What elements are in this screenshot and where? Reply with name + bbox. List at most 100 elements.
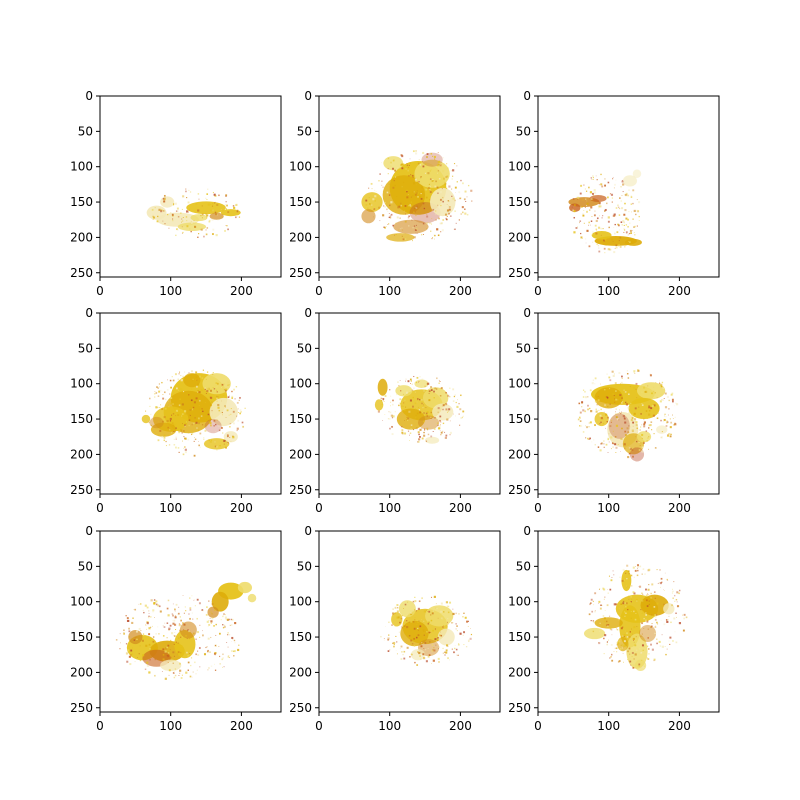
echo-pixel — [655, 382, 657, 384]
echo-pixel — [427, 429, 429, 431]
echo-pixel — [162, 420, 164, 422]
echo-pixel — [433, 390, 435, 393]
echo-pixel — [643, 421, 646, 424]
echo-pixel — [595, 408, 597, 411]
echo-pixel — [161, 671, 163, 672]
echo-pixel — [656, 602, 659, 605]
echo-pixel — [670, 433, 672, 436]
echo-pixel — [384, 206, 386, 208]
echo-pixel — [386, 191, 389, 194]
echo-pixel — [598, 600, 601, 603]
echo-pixel — [146, 622, 149, 625]
y-tick-label: 100 — [508, 377, 531, 391]
echo-pixel — [644, 640, 646, 642]
echo-pixel — [387, 418, 390, 420]
echo-pixel — [174, 674, 177, 677]
echo-pixel — [186, 197, 188, 199]
echo-pixel — [187, 669, 189, 671]
echo-blob — [634, 659, 647, 671]
echo-pixel — [654, 618, 657, 621]
image-area — [100, 96, 281, 277]
echo-pixel — [205, 378, 207, 380]
echo-pixel — [193, 409, 194, 411]
echo-pixel — [598, 208, 600, 209]
echo-pixel — [656, 417, 659, 420]
echo-pixel — [633, 226, 635, 228]
echo-pixel — [194, 661, 196, 664]
echo-pixel — [638, 586, 640, 588]
echo-pixel — [207, 649, 209, 652]
echo-pixel — [616, 651, 618, 653]
echo-pixel — [208, 420, 211, 423]
echo-pixel — [638, 201, 641, 204]
echo-pixel — [209, 421, 212, 425]
echo-pixel — [623, 633, 626, 636]
echo-pixel — [455, 612, 457, 615]
echo-pixel — [647, 637, 649, 639]
echo-pixel — [445, 408, 448, 411]
echo-pixel — [619, 246, 622, 248]
echo-pixel — [433, 234, 435, 236]
echo-pixel — [416, 397, 419, 400]
echo-pixel — [189, 228, 191, 230]
echo-pixel — [618, 246, 620, 247]
echo-pixel — [215, 385, 218, 388]
echo-pixel — [416, 376, 419, 379]
echo-blob — [621, 569, 632, 592]
echo-pixel — [676, 605, 679, 608]
echo-pixel — [610, 421, 612, 423]
echo-pixel — [412, 227, 414, 229]
echo-pixel — [665, 425, 668, 427]
echo-pixel — [415, 610, 417, 612]
echo-pixel — [659, 380, 660, 382]
echo-pixel — [416, 192, 418, 194]
echo-pixel — [187, 372, 189, 374]
echo-pixel — [373, 216, 374, 218]
echo-pixel — [163, 439, 166, 442]
echo-pixel — [666, 395, 670, 398]
echo-pixel — [426, 228, 427, 230]
echo-pixel — [411, 389, 414, 391]
echo-pixel — [439, 381, 441, 382]
y-tick-label: 200 — [508, 447, 531, 461]
echo-pixel — [587, 408, 589, 411]
echo-pixel — [410, 427, 412, 430]
echo-pixel — [206, 419, 208, 420]
echo-pixel — [214, 201, 216, 203]
echo-pixel — [158, 390, 161, 393]
echo-pixel — [180, 409, 183, 412]
echo-pixel — [396, 616, 399, 619]
echo-pixel — [174, 611, 176, 612]
echo-blob — [247, 593, 257, 603]
echo-pixel — [212, 373, 214, 376]
echo-pixel — [665, 653, 667, 656]
echo-pixel — [637, 210, 640, 213]
echo-pixel — [612, 393, 614, 395]
echo-blob — [594, 387, 623, 409]
echo-pixel — [126, 617, 129, 619]
echo-pixel — [602, 215, 604, 217]
echo-pixel — [214, 194, 217, 197]
echo-pixel — [432, 208, 435, 211]
echo-pixel — [391, 433, 394, 436]
echo-pixel — [382, 420, 384, 421]
y-tick-label: 150 — [289, 412, 312, 426]
echo-pixel — [642, 610, 644, 613]
echo-pixel — [625, 403, 629, 406]
axes-frame — [318, 95, 501, 278]
echo-pixel — [620, 413, 622, 415]
echo-pixel — [155, 633, 157, 635]
echo-pixel — [218, 429, 221, 432]
echo-pixel — [412, 195, 414, 197]
echo-pixel — [606, 396, 609, 399]
echo-pixel — [438, 177, 441, 180]
echo-pixel — [149, 405, 151, 407]
echo-pixel — [391, 403, 394, 406]
echo-pixel — [445, 392, 447, 394]
echo-pixel — [607, 625, 609, 627]
echo-pixel — [406, 163, 408, 165]
echo-pixel — [611, 577, 613, 578]
echo-pixel — [374, 195, 377, 198]
echo-pixel — [185, 671, 188, 674]
